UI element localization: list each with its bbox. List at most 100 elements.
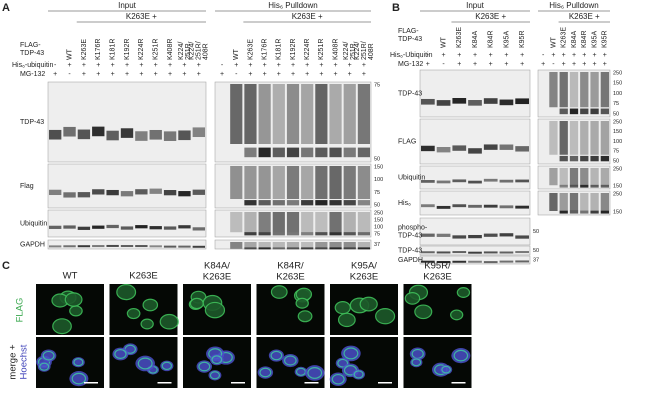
cell: [64, 292, 83, 307]
cell: [73, 358, 84, 367]
lane-label: K408R: [167, 39, 174, 60]
sign: -: [221, 62, 224, 69]
blot: [419, 245, 531, 256]
smear: [600, 193, 609, 211]
mw-marker: 100: [374, 177, 383, 183]
band: [357, 247, 370, 250]
blot: [419, 118, 531, 165]
lane-label: K95R: [519, 30, 526, 48]
mw-marker: 250: [613, 70, 622, 76]
smear: [301, 212, 314, 233]
sign: +: [139, 62, 143, 69]
lane-label: K84R: [488, 30, 495, 48]
lane-label: K224/: [354, 42, 361, 60]
sign: +: [541, 61, 545, 68]
sign: +: [53, 71, 57, 78]
sign: +: [562, 52, 566, 59]
band: [149, 129, 162, 140]
row-label: TDP-43: [20, 50, 44, 57]
column-label: K95A/: [351, 261, 377, 272]
band: [468, 251, 482, 254]
smear: [244, 166, 257, 199]
band: [600, 210, 609, 214]
cell: [334, 301, 351, 315]
band: [92, 189, 105, 195]
band: [357, 232, 370, 236]
mw-marker: 75: [374, 82, 380, 88]
mw-marker: 75: [613, 101, 619, 107]
smear: [343, 84, 356, 144]
sign: +: [520, 52, 524, 59]
sign: +: [234, 62, 238, 69]
blot: [419, 69, 531, 118]
smear: [258, 242, 271, 249]
cell: [69, 305, 83, 317]
row-label: Hoechst: [19, 344, 30, 379]
cell: [337, 358, 349, 368]
band: [580, 108, 589, 115]
sign: +: [277, 71, 281, 78]
band: [192, 127, 205, 138]
band: [569, 210, 579, 214]
band: [580, 155, 589, 162]
band: [515, 98, 529, 105]
band: [135, 131, 148, 141]
band: [315, 147, 328, 158]
sign: +: [362, 71, 366, 78]
row-label: FLAG-: [20, 42, 41, 49]
band: [421, 233, 435, 237]
sign: +: [489, 61, 493, 68]
band: [120, 226, 134, 230]
band: [515, 260, 529, 263]
row-label: MG-132: [398, 61, 423, 68]
band: [301, 147, 314, 158]
smear: [569, 168, 579, 186]
band: [452, 204, 467, 208]
band: [49, 189, 62, 196]
band: [192, 189, 205, 195]
cell: [137, 357, 153, 370]
mw-marker: 150: [374, 164, 383, 170]
band: [452, 98, 467, 104]
sign: -: [442, 61, 445, 68]
smear: [258, 212, 271, 233]
cell: [161, 361, 173, 371]
smear: [272, 212, 285, 233]
band: [163, 190, 177, 196]
lane-label: K224/: [178, 42, 185, 60]
lane-label: K408R: [332, 39, 339, 60]
sign: +: [125, 62, 129, 69]
blot-label: GAPDH: [398, 257, 423, 264]
blot-label: TDP-43: [398, 90, 422, 97]
sign: +: [197, 62, 201, 69]
band: [244, 200, 257, 206]
band: [559, 155, 568, 162]
smear: [559, 193, 568, 211]
scale-bar: [378, 382, 392, 384]
smear: [315, 242, 328, 249]
band: [499, 144, 514, 150]
band: [120, 191, 134, 197]
sign: +: [348, 62, 352, 69]
cell: [297, 310, 313, 323]
band: [436, 180, 451, 184]
smear: [549, 121, 558, 155]
mw-marker: 100: [374, 224, 383, 230]
band: [315, 247, 328, 250]
band: [483, 251, 498, 254]
band: [258, 232, 271, 236]
band: [63, 126, 76, 137]
band: [452, 145, 467, 151]
band: [329, 147, 342, 158]
smear: [301, 166, 314, 199]
smear: [315, 84, 328, 144]
mw-marker: 50: [533, 248, 539, 254]
smear: [600, 121, 609, 155]
cell: [453, 349, 469, 362]
band: [149, 245, 162, 248]
row-label: His₆-Ubiquitin: [390, 52, 433, 59]
smear: [329, 212, 342, 233]
sign: +: [248, 62, 252, 69]
smear: [600, 168, 609, 186]
sign: +: [111, 62, 115, 69]
